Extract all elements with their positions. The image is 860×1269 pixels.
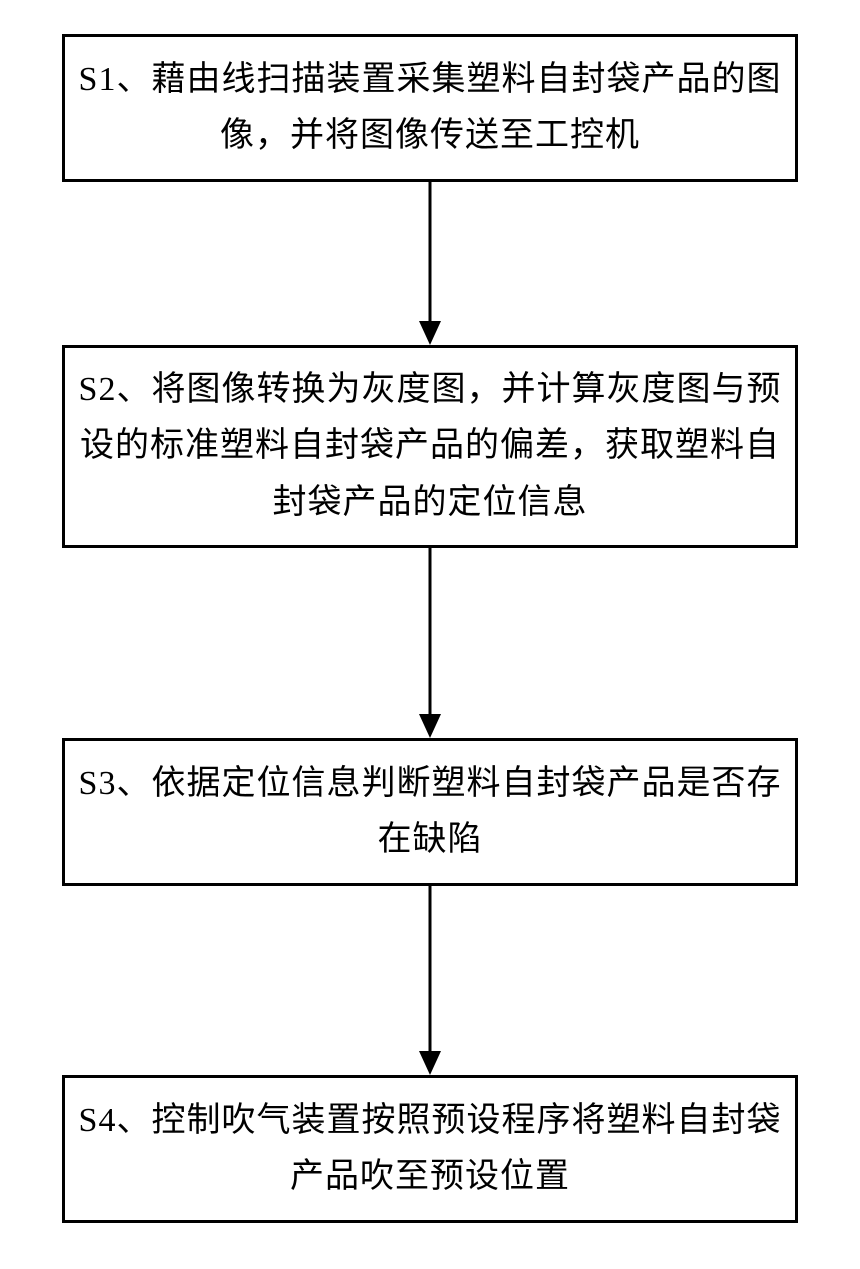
step-text-s1: S1、藉由线扫描装置采集塑料自封袋产品的图像，并将图像传送至工控机 <box>65 52 795 164</box>
arrow-s3-s4 <box>415 886 445 1075</box>
step-box-s1: S1、藉由线扫描装置采集塑料自封袋产品的图像，并将图像传送至工控机 <box>62 34 798 182</box>
flowchart-container: S1、藉由线扫描装置采集塑料自封袋产品的图像，并将图像传送至工控机 S2、将图像… <box>0 0 860 1269</box>
step-text-s3: S3、依据定位信息判断塑料自封袋产品是否存在缺陷 <box>65 756 795 868</box>
step-text-s2: S2、将图像转换为灰度图，并计算灰度图与预设的标准塑料自封袋产品的偏差，获取塑料… <box>65 362 795 530</box>
step-text-s4: S4、控制吹气装置按照预设程序将塑料自封袋产品吹至预设位置 <box>65 1093 795 1205</box>
arrow-s1-s2 <box>415 182 445 345</box>
step-box-s4: S4、控制吹气装置按照预设程序将塑料自封袋产品吹至预设位置 <box>62 1075 798 1223</box>
step-box-s2: S2、将图像转换为灰度图，并计算灰度图与预设的标准塑料自封袋产品的偏差，获取塑料… <box>62 345 798 548</box>
arrow-s2-s3 <box>415 548 445 738</box>
step-box-s3: S3、依据定位信息判断塑料自封袋产品是否存在缺陷 <box>62 738 798 886</box>
